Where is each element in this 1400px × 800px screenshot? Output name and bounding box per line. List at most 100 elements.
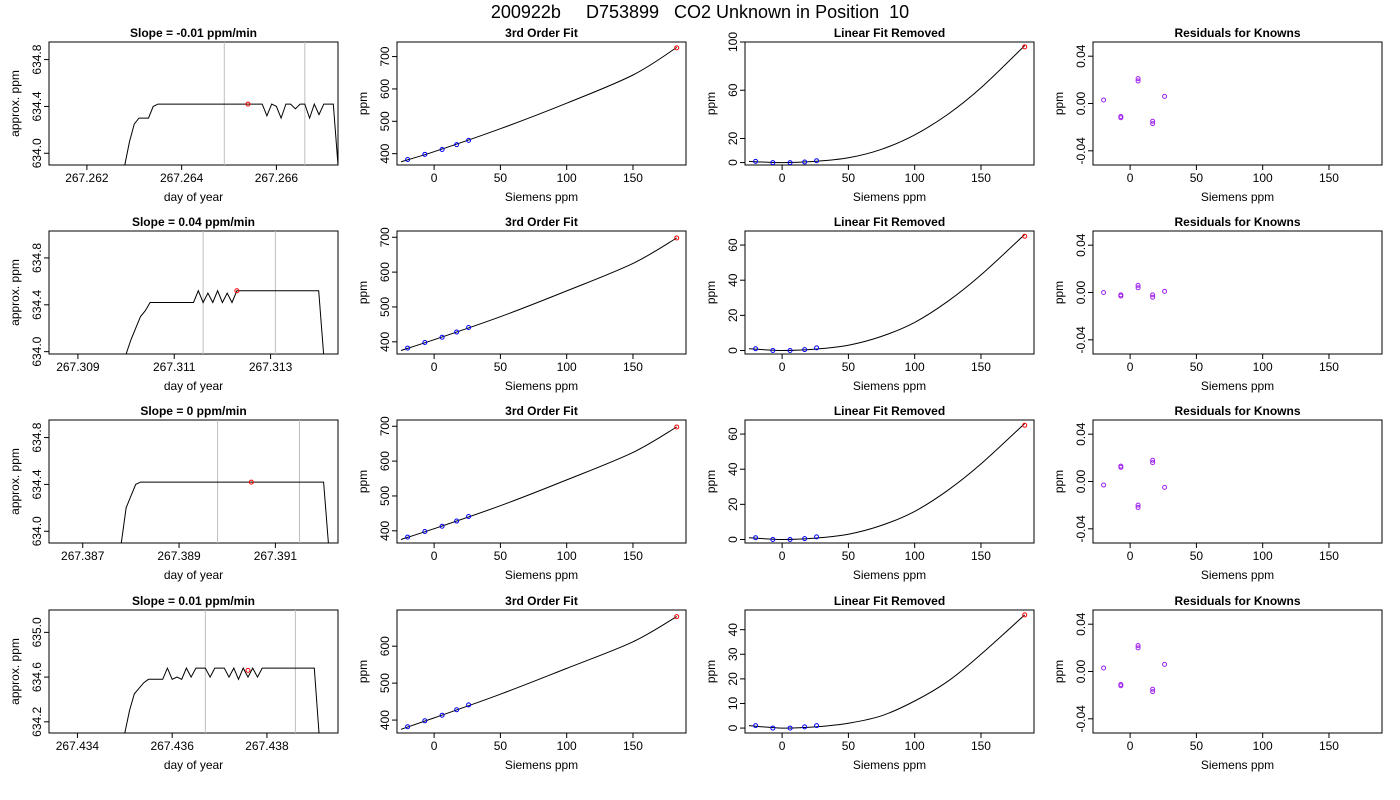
r3-res-frame [1092,419,1383,544]
r4-fit-xtick-label: 50 [494,739,508,753]
figure-title: 200922b D753899 CO2 Unknown in Position … [490,2,910,22]
r1-fit-fit-curve [400,47,677,163]
r4-fit-xtick-label: 100 [557,739,577,753]
r2-lin-fit-curve [748,234,1026,352]
r2-fit-xtick-label: 100 [557,360,577,374]
r1-fit-title: 3rd Order Fit [505,26,578,40]
r1-fit-known-point [466,137,472,143]
r1-lin-xtick-label: 50 [842,171,856,185]
r2-fit-ytick-label: 600 [378,262,392,282]
r3-lin-known-point [787,536,793,542]
r4-slope-xtick-label: 267.436 [150,739,194,753]
r3-fit-known-point [466,514,472,520]
r2-lin-ytick-label: 20 [726,308,740,322]
r1-slope-xlabel: day of year [164,190,223,204]
r1-fit-xtick-label: 150 [623,171,643,185]
r3-fit-xtick-label: 100 [557,549,577,563]
r4-res-plot-area [1101,642,1168,695]
r3-lin-panel: Linear Fit Removed 0 50 100 150 0 20 40 60 Siemen… [704,404,1035,582]
r3-lin-known-point [753,535,759,541]
r1-res-xtick-label: 50 [1190,171,1204,185]
r2-res-residual-point [1150,292,1156,298]
r2-slope-sample-point [234,288,240,294]
r1-res-residual-point [1101,97,1107,103]
r2-fit-ytick-label: 400 [378,331,392,351]
r1-lin-panel: Linear Fit Removed 0 50 100 150 0 20 60 100 Sieme… [704,26,1035,204]
r2-fit-ytick-label: 500 [378,297,392,317]
r4-fit-xtick-label: 150 [623,739,643,753]
r2-slope-ylabel: approx. ppm [8,259,22,326]
r1-slope-title: Slope = -0.01 ppm/min [130,26,257,40]
r3-lin-xtick-label: 0 [779,549,786,563]
r1-slope-xtick-label: 267.266 [255,171,299,185]
r3-fit-fit-curve [400,426,677,540]
r3-res-residual-point [1118,463,1124,469]
r1-slope-ytick-label: 634.8 [30,44,44,74]
r1-fit-xlabel: Siemens ppm [505,190,578,204]
r1-lin-ytick-label: 100 [726,32,740,52]
r2-res-ytick-label: -0.04 [1074,326,1088,354]
r3-lin-known-point [802,536,808,542]
r3-res-xlabel: Siemens ppm [1201,568,1274,582]
r1-fit-ylabel: ppm [356,92,370,115]
r3-res-plot-area [1101,457,1168,511]
r4-lin-ytick-label: 10 [726,696,740,710]
r4-lin-xtick-label: 50 [842,739,856,753]
r2-fit-xtick-label: 0 [431,360,438,374]
r4-lin-unknown-point [1022,612,1028,618]
r2-res-ylabel: ppm [1052,281,1066,304]
r1-fit-known-point [422,151,428,157]
r1-lin-plot-area [748,44,1028,165]
r1-fit-known-point [439,146,445,152]
r4-fit-fit-curve [400,616,677,730]
r2-fit-plot-area [400,235,680,351]
r1-fit-ytick-label: 700 [378,46,392,66]
r2-lin-xlabel: Siemens ppm [853,379,926,393]
r3-lin-plot-area [748,422,1028,542]
r1-lin-known-point [802,159,808,165]
r4-res-residual-point [1135,642,1141,648]
r3-fit-xtick-label: 150 [623,549,643,563]
r4-fit-unknown-point [674,614,680,620]
r1-lin-xlabel: Siemens ppm [853,190,926,204]
r4-slope-xlabel: day of year [164,758,223,772]
r1-slope-sample-point [245,101,251,107]
r3-fit-title: 3rd Order Fit [505,404,578,418]
r2-res-ytick-label: 0.00 [1074,280,1088,304]
r3-slope-xtick-label: 267.391 [254,549,298,563]
r3-lin-ytick-label: 60 [726,427,740,441]
r4-res-residual-point [1118,683,1124,689]
r4-res-residual-point [1162,661,1168,667]
r3-fit-ytick-label: 700 [378,416,392,436]
r4-slope-title: Slope = 0.01 ppm/min [132,594,255,608]
r4-res-residual-point [1150,689,1156,695]
r1-fit-known-point [454,142,460,148]
r2-res-xtick-label: 100 [1253,360,1273,374]
r4-slope-frame [48,609,339,734]
r2-res-frame [1092,230,1383,355]
r2-res-panel: Residuals for Knowns 0 50 100 150 -0.04 0.00 0.… [1052,215,1383,393]
r1-res-xtick-label: 0 [1127,171,1134,185]
r3-lin-known-point [814,534,820,540]
r3-lin-xtick-label: 150 [971,549,991,563]
r4-res-xtick-label: 50 [1190,739,1204,753]
r1-res-xlabel: Siemens ppm [1201,190,1274,204]
r3-res-ylabel: ppm [1052,470,1066,493]
r2-slope-xlabel: day of year [164,379,223,393]
r2-lin-xtick-label: 150 [971,360,991,374]
r2-res-residual-point [1150,294,1156,300]
r4-lin-ytick-label: 20 [726,672,740,686]
r4-fit-ytick-label: 500 [378,673,392,693]
r4-res-xtick-label: 150 [1319,739,1339,753]
r4-res-ytick-label: 0.04 [1074,612,1088,636]
r4-lin-known-point [753,723,759,729]
r2-lin-ytick-label: 0 [726,347,740,354]
r4-fit-ylabel: ppm [356,660,370,683]
r4-slope-plot-area [124,610,320,733]
r2-res-ytick-label: 0.04 [1074,233,1088,257]
r4-fit-plot-area [400,614,680,730]
r1-fit-ytick-label: 600 [378,79,392,99]
r1-res-residual-point [1135,78,1141,84]
r1-res-residual-point [1118,115,1124,121]
